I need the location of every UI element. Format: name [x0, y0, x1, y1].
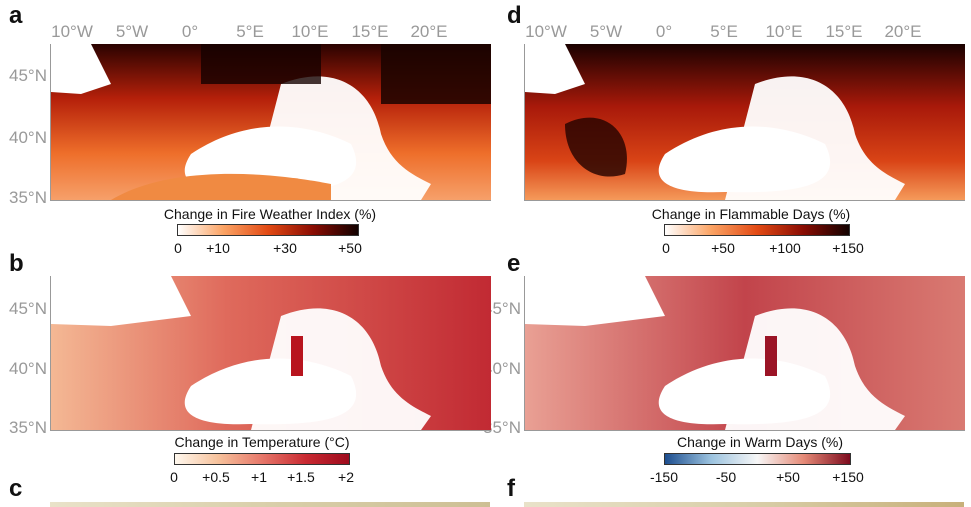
lon-label: 10°W	[525, 22, 567, 41]
lon-label: 5°W	[589, 22, 623, 41]
lat-label: 45°N	[483, 299, 521, 318]
map-panel-c-partial	[50, 502, 490, 507]
lat-label: 35°N	[483, 418, 521, 437]
lon-label: 5°E	[236, 22, 264, 41]
map-temperature	[50, 276, 491, 431]
lon-label: 5°W	[115, 22, 149, 41]
lon-label: 0°	[655, 22, 673, 41]
colorbar-tick-label: 0	[662, 240, 670, 256]
colorbar-ticks-a: 0 +10 +30 +50	[0, 240, 971, 258]
colorbar-tick-label: +150	[832, 240, 864, 256]
map-fire-weather-index-graphic	[51, 44, 491, 200]
colorbar-tick-label: +50	[776, 469, 800, 485]
colorbar-d	[664, 224, 850, 236]
colorbar-tick-label: +2	[338, 469, 354, 485]
panel-letter-f: f	[507, 475, 515, 502]
longitude-labels-left: 10°W 5°W 0° 5°E 10°E 15°E 20°E	[0, 22, 490, 42]
lon-label: 10°E	[291, 22, 329, 41]
colorbar-tick-label: +1.5	[287, 469, 315, 485]
map-fire-weather-index	[50, 44, 491, 201]
panel-letter-a: a	[9, 2, 23, 29]
latitude-labels-e: 45°N 40°N 35°N	[0, 0, 521, 440]
colorbar-title-e: Change in Warm Days (%)	[677, 434, 843, 450]
lon-label: 15°E	[825, 22, 863, 41]
lat-label: 45°N	[9, 299, 47, 318]
map-panel-f-partial	[524, 502, 964, 507]
lon-label: 10°E	[765, 22, 803, 41]
colorbar-b	[174, 453, 350, 465]
colorbar-tick-label: +0.5	[202, 469, 230, 485]
colorbar-tick-label: +30	[273, 240, 297, 256]
lat-label: 45°N	[9, 66, 47, 85]
colorbar-tick-label: 0	[170, 469, 178, 485]
lon-label: 20°E	[884, 22, 922, 41]
colorbar-tick-label: -50	[715, 469, 737, 485]
map-warm-days-graphic	[525, 276, 965, 430]
map-temperature-graphic	[51, 276, 491, 430]
lon-label: 20°E	[410, 22, 448, 41]
colorbar-tick-label: +150	[832, 469, 864, 485]
lon-label: 5°E	[710, 22, 738, 41]
colorbar-ticks-d: 0 +50 +100 +150	[0, 240, 971, 258]
colorbar-title-a: Change in Fire Weather Index (%)	[163, 206, 377, 222]
colorbar-title-b: Change in Temperature (°C)	[174, 434, 350, 450]
colorbar-tick-label: +50	[338, 240, 362, 256]
colorbar-tick-label: +10	[206, 240, 230, 256]
latitude-labels-a: 45°N 40°N 35°N	[0, 0, 47, 210]
panel-letter-e: e	[507, 250, 521, 277]
panel-letter-b: b	[9, 250, 24, 277]
lat-label: 40°N	[9, 128, 47, 147]
map-flammable-days-graphic	[525, 44, 965, 200]
lat-label: 40°N	[483, 359, 521, 378]
colorbar-tick-label: +100	[769, 240, 801, 256]
panel-letter-c: c	[9, 475, 23, 502]
panel-letter-d: d	[507, 2, 522, 29]
map-warm-days	[524, 276, 965, 431]
colorbar-ticks-b: 0 +0.5 +1 +1.5 +2	[0, 469, 971, 487]
longitude-labels-right: 10°W 5°W 0° 5°E 10°E 15°E 20°E	[0, 22, 971, 42]
colorbar-tick-label: +50	[711, 240, 735, 256]
latitude-labels-b: 45°N 40°N 35°N	[0, 0, 47, 440]
lon-label: 0°	[181, 22, 199, 41]
lat-label: 35°N	[9, 188, 47, 207]
colorbar-tick-label: -150	[649, 469, 679, 485]
colorbar-title-d: Change in Flammable Days (%)	[651, 206, 851, 222]
colorbar-e	[664, 453, 851, 465]
colorbar-tick-label: 0	[174, 240, 182, 256]
colorbar-ticks-e: -150 -50 +50 +150	[0, 469, 971, 487]
colorbar-a	[177, 224, 359, 236]
colorbar-tick-label: +1	[251, 469, 267, 485]
lon-label: 15°E	[351, 22, 389, 41]
map-flammable-days	[524, 44, 965, 201]
lon-label: 10°W	[51, 22, 93, 41]
lat-label: 40°N	[9, 359, 47, 378]
lat-label: 35°N	[9, 418, 47, 437]
